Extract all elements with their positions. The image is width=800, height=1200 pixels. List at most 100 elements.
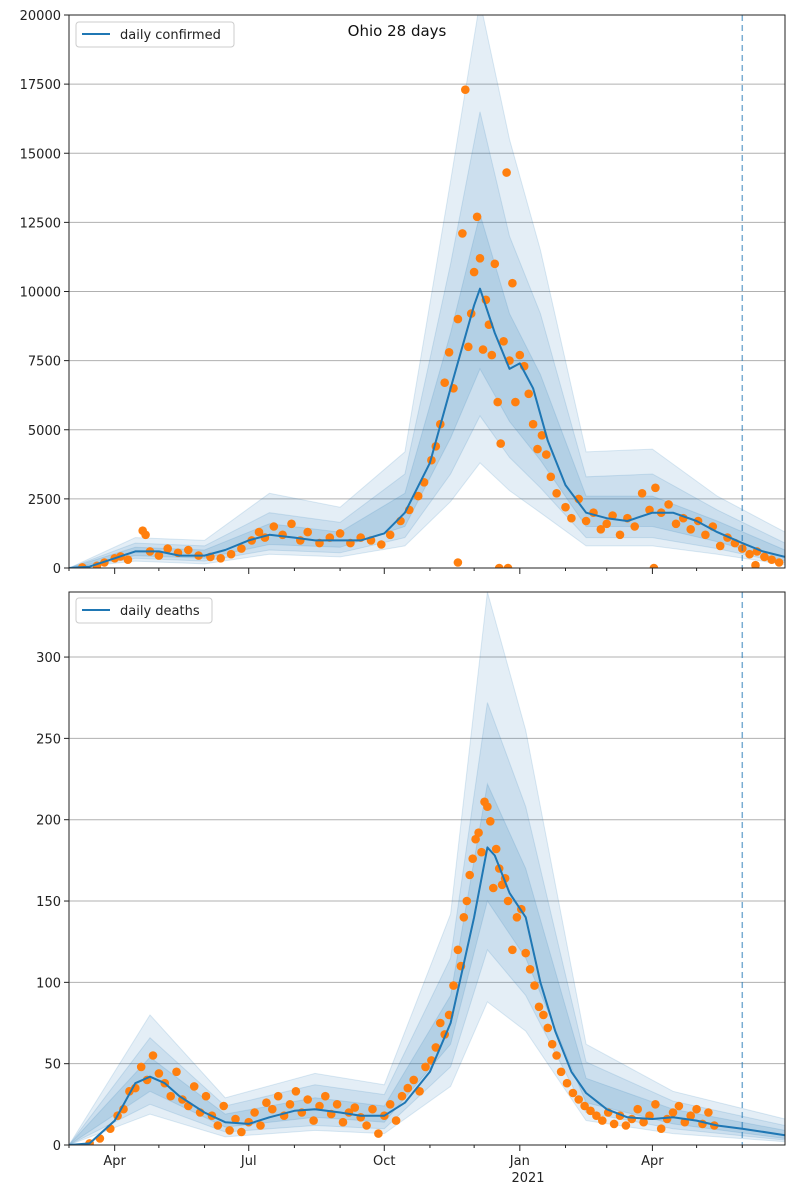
deaths-observed-point — [609, 1119, 619, 1129]
confirmed-observed-point — [269, 522, 279, 531]
deaths-observed-point — [213, 1121, 223, 1130]
deaths-observed-point — [332, 1100, 342, 1109]
deaths-observed-point — [512, 913, 522, 922]
deaths-observed-point — [692, 1104, 701, 1114]
deaths-observed-points — [85, 797, 719, 1145]
confirmed-observed-point — [508, 278, 517, 288]
confirmed-observed-point — [715, 541, 725, 551]
confirmed-observed-point — [453, 314, 463, 324]
confirmed-observed-point — [184, 545, 193, 555]
confirmed-observed-point — [216, 554, 225, 563]
deaths-observed-point — [521, 948, 530, 958]
deaths-legend-box — [75, 597, 213, 624]
confirmed-observed-point — [469, 267, 479, 277]
deaths-observed-point — [148, 1051, 158, 1060]
deaths-observed-point — [704, 1108, 713, 1117]
confirmed-observed-point — [774, 558, 784, 567]
deaths-observed-point — [539, 1010, 548, 1020]
confirmed-observed-point — [701, 530, 710, 540]
deaths-observed-point — [273, 1091, 283, 1101]
deaths-observed-point — [686, 1111, 695, 1120]
deaths-observed-point — [656, 1124, 666, 1133]
deaths-observed-point — [486, 817, 495, 826]
confirmed-observed-point — [303, 527, 313, 537]
deaths-observed-point — [436, 1018, 445, 1028]
deaths-observed-point — [338, 1117, 348, 1127]
deaths-y-tick-label: 100 — [36, 976, 61, 991]
deaths-observed-point — [547, 1039, 557, 1049]
confirmed-band-outer — [69, 15, 785, 568]
deaths-observed-point — [503, 896, 513, 906]
confirmed-observed-point — [596, 525, 606, 534]
deaths-uncertainty-bands — [69, 592, 785, 1145]
confirmed-observed-point — [649, 563, 659, 568]
confirmed-observed-point — [385, 530, 395, 540]
deaths-observed-point — [291, 1087, 301, 1096]
deaths-x-axis: Apr Jul Oct Jan Apr — [68, 1145, 743, 1169]
deaths-observed-point — [556, 1067, 566, 1077]
confirmed-legend-box — [75, 21, 235, 48]
confirmed-y-tick-label: 0 — [53, 562, 61, 577]
deaths-observed-point — [586, 1106, 595, 1116]
confirmed-observed-point — [154, 551, 164, 560]
deaths-model-line-path — [69, 846, 785, 1145]
confirmed-observed-point — [630, 522, 639, 531]
deaths-observed-point — [262, 1098, 271, 1107]
confirmed-observed-point — [141, 530, 150, 540]
deaths-observed-point — [627, 1114, 637, 1124]
deaths-observed-point — [237, 1127, 246, 1137]
deaths-band-outer — [69, 592, 785, 1145]
deaths-observed-point — [303, 1095, 313, 1104]
deaths-observed-point — [166, 1091, 175, 1101]
confirmed-observed-point — [490, 259, 500, 269]
deaths-observed-point — [568, 1088, 578, 1098]
deaths-observed-point — [668, 1108, 678, 1117]
confirmed-observed-point — [494, 563, 504, 568]
deaths-x-tick-label: Jul — [240, 1154, 257, 1169]
confirmed-observed-point — [493, 397, 503, 407]
confirmed-observed-point — [475, 253, 485, 263]
confirmed-observed-point — [637, 489, 647, 498]
confirmed-observed-point — [515, 350, 525, 360]
deaths-observed-point — [633, 1104, 642, 1114]
confirmed-observed-point — [561, 502, 570, 512]
deaths-axes-frame — [68, 591, 786, 1146]
confirmed-y-tick-label: 15000 — [20, 147, 61, 162]
confirmed-legend-label: daily confirmed — [120, 28, 221, 43]
x-axis-year-label: 2021 — [511, 1171, 544, 1186]
confirmed-observed-point — [478, 345, 488, 354]
deaths-observed-point — [489, 883, 498, 893]
deaths-x-tick-label: Apr — [641, 1154, 664, 1169]
deaths-y-tick-label: 250 — [36, 732, 61, 747]
deaths-observed-point — [552, 1051, 561, 1060]
deaths-observed-point — [580, 1101, 589, 1111]
confirmed-observed-point — [608, 511, 617, 520]
deaths-observed-point — [285, 1100, 295, 1109]
confirmed-observed-point — [254, 527, 264, 537]
confirmed-observed-point — [287, 519, 296, 529]
confirmed-y-tick-label: 7500 — [28, 355, 61, 370]
confirmed-observed-point — [760, 552, 769, 562]
deaths-observed-point — [321, 1091, 330, 1101]
confirmed-observed-point — [686, 525, 695, 534]
deaths-observed-point — [201, 1091, 211, 1101]
deaths-band-mid — [69, 702, 785, 1145]
confirmed-observed-point — [542, 450, 551, 459]
confirmed-observed-point — [461, 85, 470, 94]
confirmed-observed-point — [444, 348, 454, 357]
deaths-observed-point — [468, 854, 478, 863]
deaths-observed-point — [154, 1069, 164, 1078]
deaths-observed-point — [459, 913, 469, 922]
confirmed-observed-point — [453, 558, 463, 567]
confirmed-observed-point — [671, 519, 681, 529]
confirmed-observed-point — [458, 229, 467, 238]
deaths-observed-point — [172, 1067, 181, 1077]
deaths-observed-point — [543, 1023, 553, 1033]
confirmed-y-tick-label: 5000 — [28, 424, 61, 439]
confirmed-panel: 0 2500 5000 7500 10000 12500 15000 17500 20000 O… — [20, 9, 786, 577]
deaths-observed-point — [374, 1129, 383, 1138]
confirmed-observed-point — [496, 439, 506, 448]
deaths-observed-point — [415, 1087, 424, 1096]
deaths-observed-point — [189, 1082, 199, 1091]
